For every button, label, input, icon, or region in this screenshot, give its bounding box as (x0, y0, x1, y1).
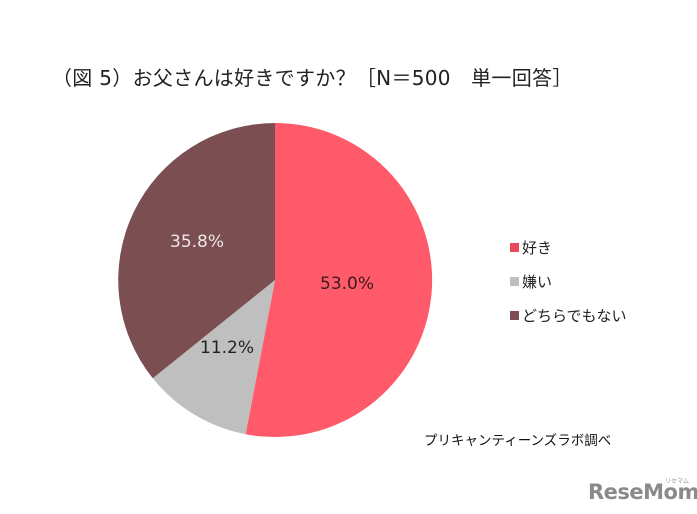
chart-title: （図 5）お父さんは好きですか？［N＝500 単一回答］ (52, 66, 573, 90)
slice-label-like: 53.0% (320, 274, 375, 294)
legend-label-dislike: 嫌い (522, 272, 553, 291)
legend-item-like: 好き (510, 230, 627, 264)
legend-label-neither: どちらでもない (522, 306, 627, 325)
legend-item-dislike: 嫌い (510, 264, 627, 298)
legend-swatch-like (510, 242, 519, 252)
chart-legend: 好き 嫌い どちらでもない (510, 230, 627, 332)
legend-label-like: 好き (522, 238, 553, 257)
resemom-logo-sub: リセマム (665, 478, 690, 485)
legend-swatch-dislike (510, 276, 519, 286)
pie-slice-neither (118, 123, 275, 379)
source-note: プリキャンティーンズラボ調べ (424, 433, 612, 449)
legend-swatch-neither (510, 310, 519, 320)
resemom-logo: ReseMom (588, 480, 697, 504)
legend-item-neither: どちらでもない (510, 298, 627, 332)
slice-label-dislike: 11.2% (200, 338, 255, 358)
pie-slice-dislike (152, 280, 275, 435)
slice-label-neither: 35.8% (170, 232, 225, 252)
pie-slice-like (245, 122, 433, 438)
